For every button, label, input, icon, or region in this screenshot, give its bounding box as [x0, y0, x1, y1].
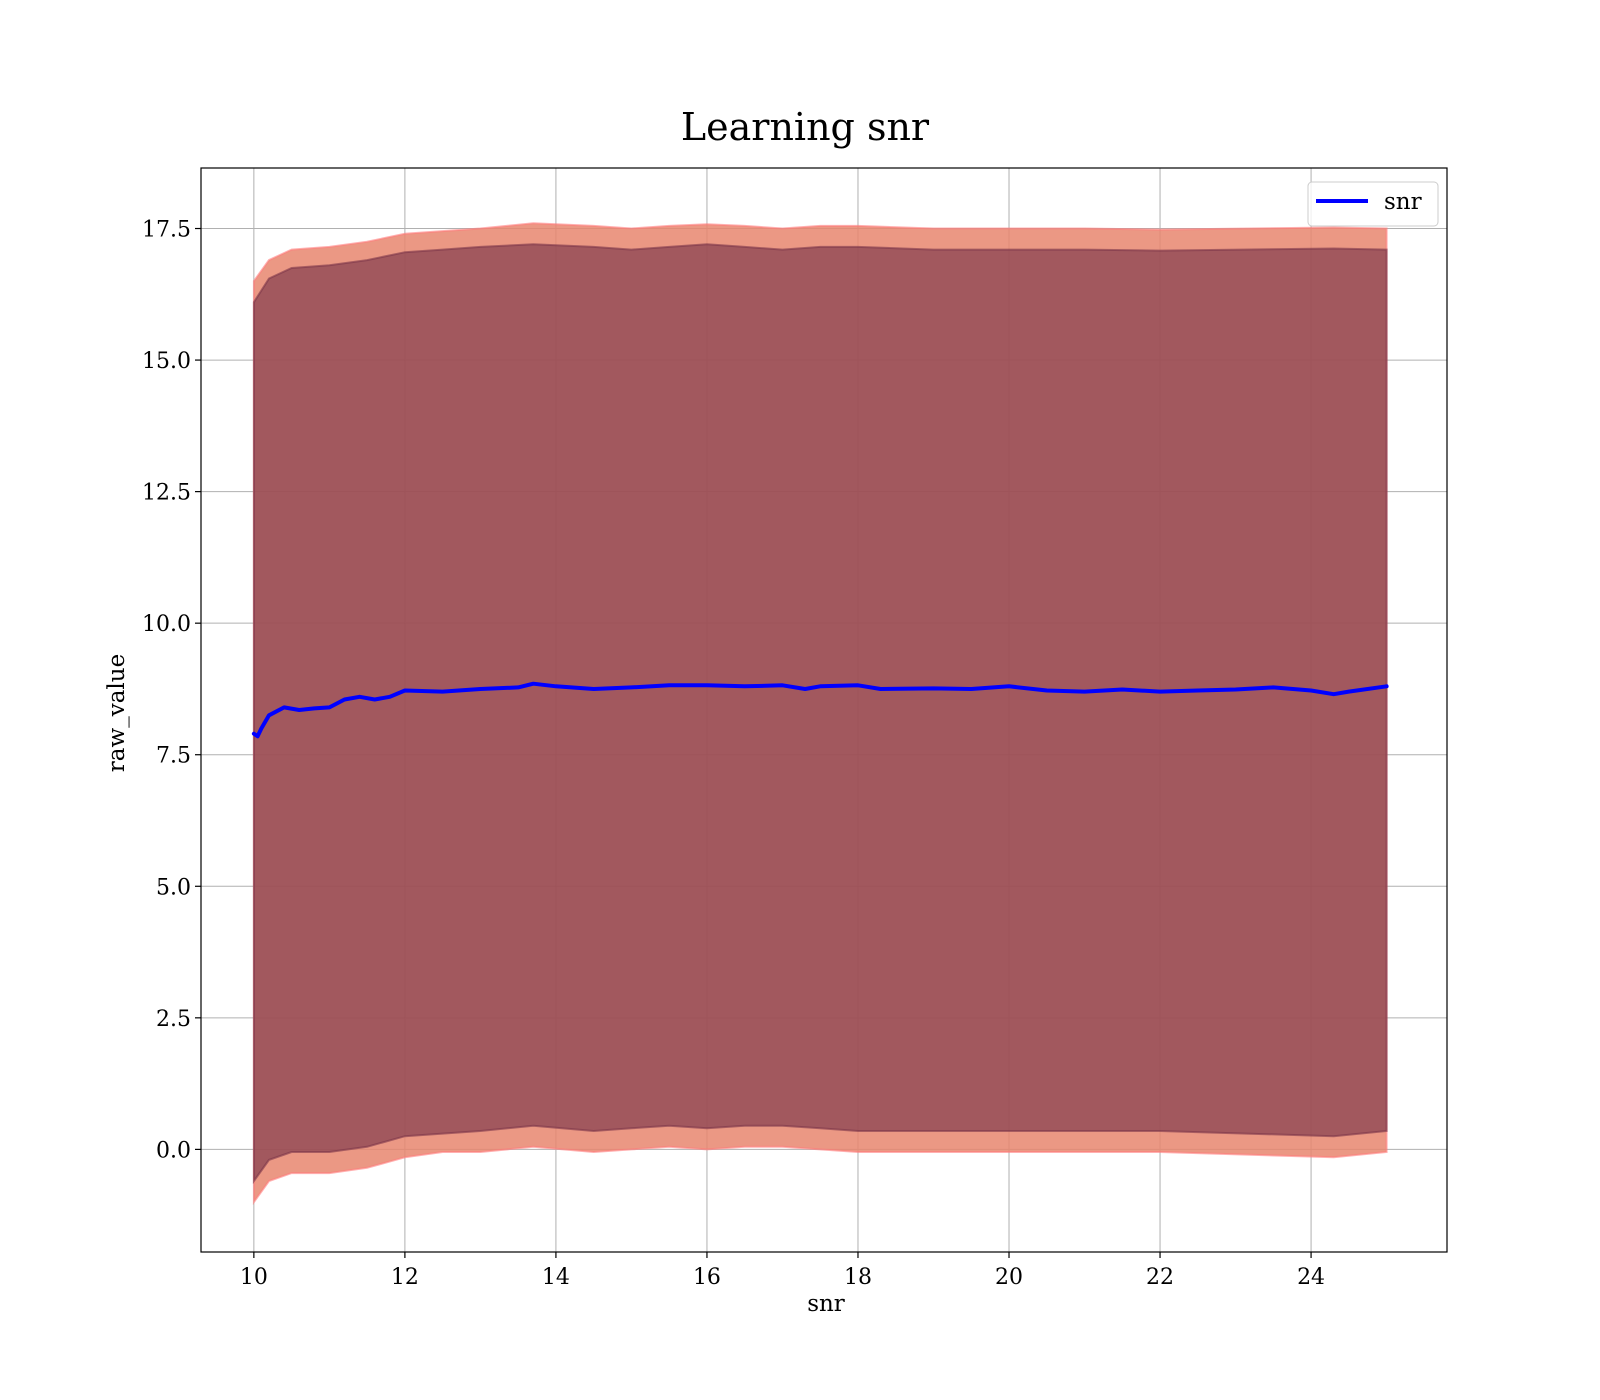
x-axis-label: snr [807, 1291, 845, 1317]
legend-frame [1307, 181, 1439, 227]
legend: snr [1307, 181, 1439, 227]
y-tick-label: 15.0 [142, 349, 191, 374]
y-axis-ticks: 0.0 2.5 5.0 7.5 10.0 12.5 15.0 17.5 [142, 218, 201, 1163]
y-axis-label: raw_value [104, 654, 130, 772]
y-tick-label: 17.5 [142, 218, 191, 243]
series-line-snr [251, 681, 1389, 739]
x-tick-label: 10 [240, 1265, 268, 1290]
y-tick-label: 10.0 [142, 612, 191, 637]
confidence-bands [252, 222, 1388, 1206]
y-tick-label: 5.0 [156, 875, 191, 900]
series-lines [251, 681, 1389, 739]
confidence-band [252, 243, 1388, 1185]
plot-frame [200, 167, 1448, 1253]
x-tick-label: 14 [542, 1265, 570, 1290]
x-tick-label: 16 [693, 1265, 721, 1290]
y-tick-label: 2.5 [156, 1007, 191, 1032]
x-tick-label: 18 [844, 1265, 872, 1290]
x-tick-label: 22 [1146, 1265, 1174, 1290]
x-tick-label: 24 [1297, 1265, 1325, 1290]
x-tick-label: 20 [995, 1265, 1023, 1290]
chart-title: Learning snr [681, 105, 930, 149]
y-tick-label: 12.5 [142, 481, 191, 506]
x-axis-ticks: 10 12 14 16 18 20 22 24 [240, 1252, 1325, 1290]
y-tick-label: 7.5 [156, 744, 191, 769]
y-tick-label: 0.0 [156, 1138, 191, 1163]
legend-label: snr [1384, 189, 1422, 215]
x-tick-label: 12 [391, 1265, 419, 1290]
